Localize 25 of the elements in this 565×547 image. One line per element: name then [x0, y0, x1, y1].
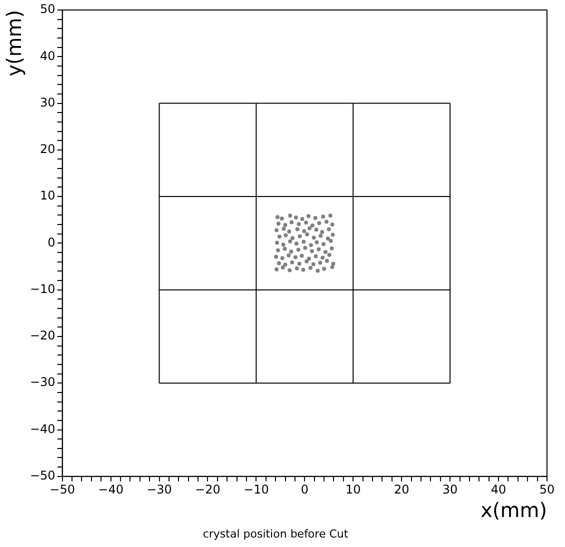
x-tick-label: 30	[442, 482, 458, 497]
x-tick-label: −30	[146, 482, 172, 497]
y-tick-label: 10	[40, 188, 56, 203]
y-tick-label: −20	[30, 328, 56, 343]
x-tick-label: −20	[195, 482, 220, 497]
y-tick-label: −50	[30, 468, 56, 483]
y-tick-label: 40	[40, 48, 56, 63]
x-tick-label: −50	[50, 482, 75, 497]
y-tick-label: 20	[40, 142, 56, 156]
y-tick-label: −10	[30, 282, 56, 296]
y-tick-label: −30	[30, 375, 56, 390]
x-tick-label: 20	[394, 482, 410, 497]
y-tick-label: 50	[40, 2, 56, 16]
x-tick-label: 10	[345, 482, 361, 497]
y-tick-label: −40	[30, 422, 56, 436]
x-tick-label: 40	[490, 482, 506, 497]
x-tick-label: 50	[539, 482, 555, 497]
x-tick-label: 0	[300, 482, 308, 497]
y-tick-label: 30	[40, 95, 56, 110]
y-axis-title: y(mm)	[2, 10, 26, 76]
x-tick-label: −40	[98, 482, 124, 497]
x-tick-label: −10	[244, 482, 269, 497]
y-tick-label: 0	[48, 235, 56, 250]
x-axis-title: x(mm)	[480, 498, 547, 522]
text: crystal position before Cut	[202, 527, 349, 540]
